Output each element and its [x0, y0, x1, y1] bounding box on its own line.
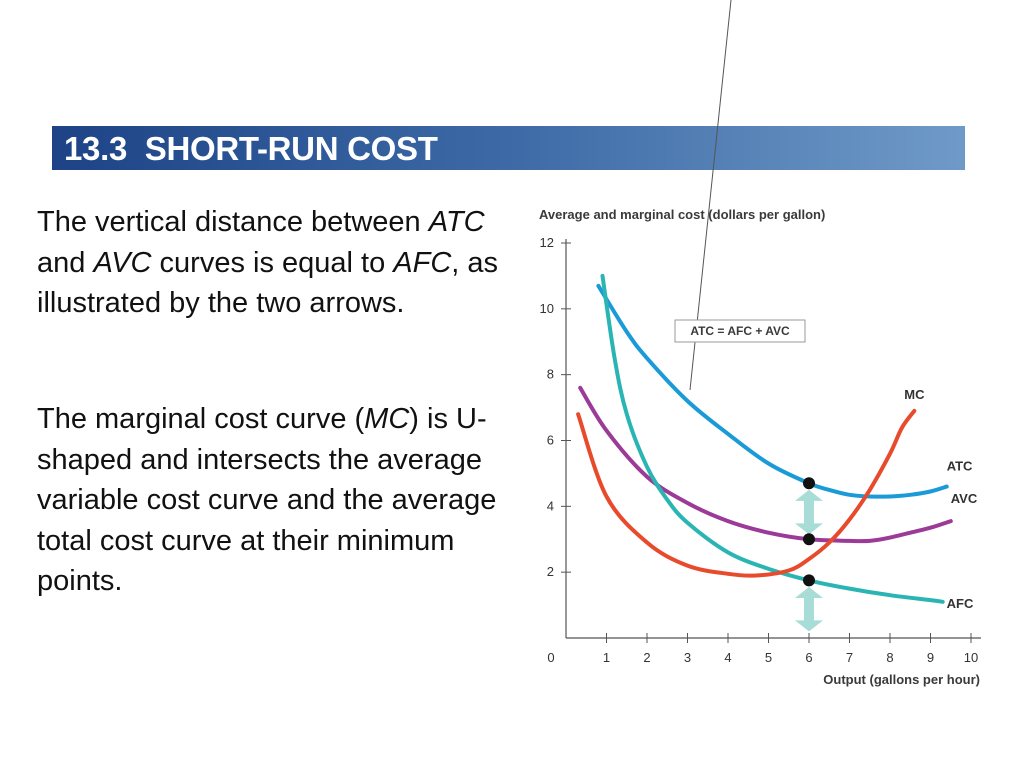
x-tick-label: 7: [846, 650, 853, 665]
paragraph-mc: The marginal cost curve (MC) is U-shaped…: [37, 399, 507, 602]
paragraph-atc-avc: The vertical distance between ATC and AV…: [37, 202, 507, 324]
series-label-mc: MC: [904, 387, 925, 402]
para1-italic-atc: ATC: [428, 206, 485, 238]
curve-mc: [576, 408, 917, 578]
para1-text-3: curves is equal to: [151, 246, 394, 279]
curve-atc: [596, 283, 949, 499]
title-bar: 13.3 SHORT-RUN COST: [52, 126, 965, 170]
x-tick-label: 6: [805, 650, 812, 665]
series-label-avc: AVC: [951, 491, 978, 506]
y-axis-label: Average and marginal cost (dollars per g…: [539, 207, 825, 222]
x-tick-label: 2: [643, 650, 650, 665]
y-tick-label: 12: [540, 235, 554, 250]
para2-text-2: ) is U-shaped and intersects the average…: [37, 403, 497, 597]
y-tick-label: 6: [547, 433, 554, 448]
x-tick-label: 8: [886, 650, 893, 665]
slide-title: 13.3 SHORT-RUN COST: [64, 130, 438, 167]
callout-text: ATC = AFC + AVC: [690, 324, 790, 338]
curve-afc: [600, 273, 945, 604]
intersection-point: [803, 574, 815, 587]
double-arrow: [795, 586, 823, 632]
para2-italic-mc: MC: [364, 403, 410, 435]
x-tick-label: 3: [684, 650, 691, 665]
x-tick-label: 4: [724, 650, 731, 665]
x-tick-label: 10: [964, 650, 978, 665]
curves: ATC AVC AFC MC: [576, 273, 978, 611]
para2-text-1: The marginal cost curve (: [37, 403, 365, 435]
atc-callout: ATC = AFC + AVC: [674, 0, 806, 391]
x-tick-label: 9: [927, 650, 934, 665]
y-tick-label: 8: [547, 367, 554, 382]
para1-italic-afc: AFC: [393, 246, 452, 279]
para1-text-1: The vertical distance between: [37, 206, 421, 238]
double-arrow: [795, 489, 823, 535]
intersection-point: [803, 533, 815, 546]
x-tick-label: 1: [603, 650, 610, 665]
x-tick-label: 5: [765, 650, 772, 665]
para1-italic-avc: AVC: [93, 246, 152, 279]
y-tick-label: 4: [547, 498, 554, 513]
curve-avc: [578, 385, 953, 544]
intersection-point: [803, 477, 815, 490]
para1-text-4: , as illustrated by the two arrows.: [37, 246, 499, 320]
x-tick-label: 0: [547, 650, 554, 665]
para1-text-2: and: [37, 246, 94, 279]
markers: [795, 477, 823, 632]
x-axis-label: Output (gallons per hour): [823, 672, 980, 687]
series-label-afc: AFC: [947, 596, 974, 611]
series-label-atc: ATC: [947, 459, 973, 474]
y-tick-label: 2: [547, 564, 554, 579]
y-tick-label: 10: [540, 301, 554, 316]
callout-box: [674, 319, 806, 343]
